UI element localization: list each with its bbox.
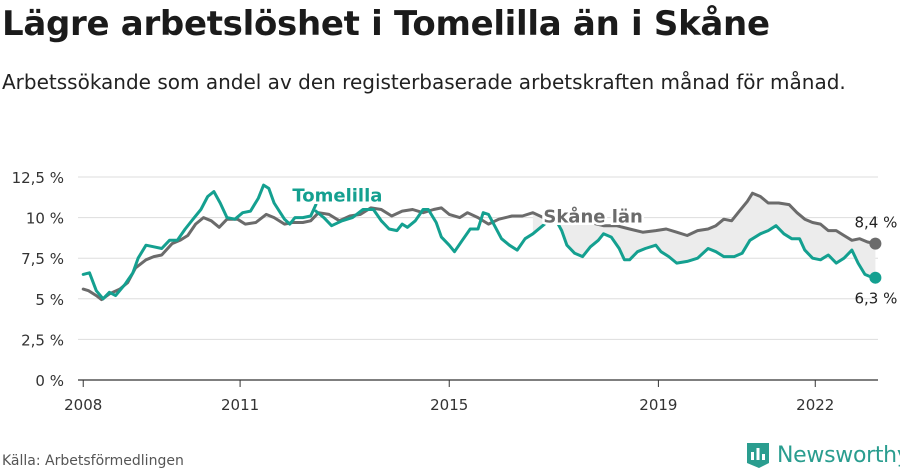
series-label-skane: Skåne län [543, 205, 643, 227]
y-tick-label: 0 % [35, 372, 64, 390]
x-tick-label: 2019 [639, 396, 677, 414]
y-tick-label: 12,5 % [12, 169, 64, 187]
x-tick-label: 2011 [221, 396, 259, 414]
y-tick-label: 10 % [26, 210, 64, 228]
x-tick-label: 2015 [430, 396, 468, 414]
series-labels: Tomelilla Skåne län 8,4 % 6,3 % [290, 183, 898, 308]
brand-name: Newsworthy [777, 442, 900, 468]
end-point-tomelilla [869, 271, 882, 284]
x-tick-label: 2022 [796, 396, 834, 414]
series-lines [81, 183, 882, 302]
chart-title: Lägre arbetslöshet i Tomelilla än i Skån… [2, 4, 770, 44]
series-line-tomelilla [81, 183, 318, 301]
y-tick-label: 2,5 % [21, 331, 64, 349]
end-point-skane [869, 237, 882, 250]
newsworthy-logo-icon [747, 443, 769, 468]
end-label-skane: 8,4 % [854, 214, 897, 232]
difference-band [532, 193, 876, 278]
y-tick-label: 7,5 % [21, 250, 64, 268]
y-tick-label: 5 % [35, 291, 64, 309]
y-axis: 0 % 2,5 % 5 % 7,5 % 10 % 12,5 % [12, 169, 64, 390]
grid-lines [78, 176, 878, 381]
chart-subtitle: Arbetssökande som andel av den registerb… [2, 70, 846, 94]
series-line-tomelilla-2 [314, 208, 877, 280]
end-label-tomelilla: 6,3 % [854, 290, 897, 308]
series-line-skane [81, 191, 877, 302]
x-axis: 2008 2011 2015 2019 2022 [64, 380, 834, 414]
x-tick-label: 2008 [64, 396, 102, 414]
source-note: Källa: Arbetsförmedlingen [2, 453, 184, 469]
gap-area [532, 193, 876, 278]
series-label-tomelilla: Tomelilla [292, 185, 382, 206]
brand-logo[interactable]: Newsworthy [745, 441, 900, 469]
